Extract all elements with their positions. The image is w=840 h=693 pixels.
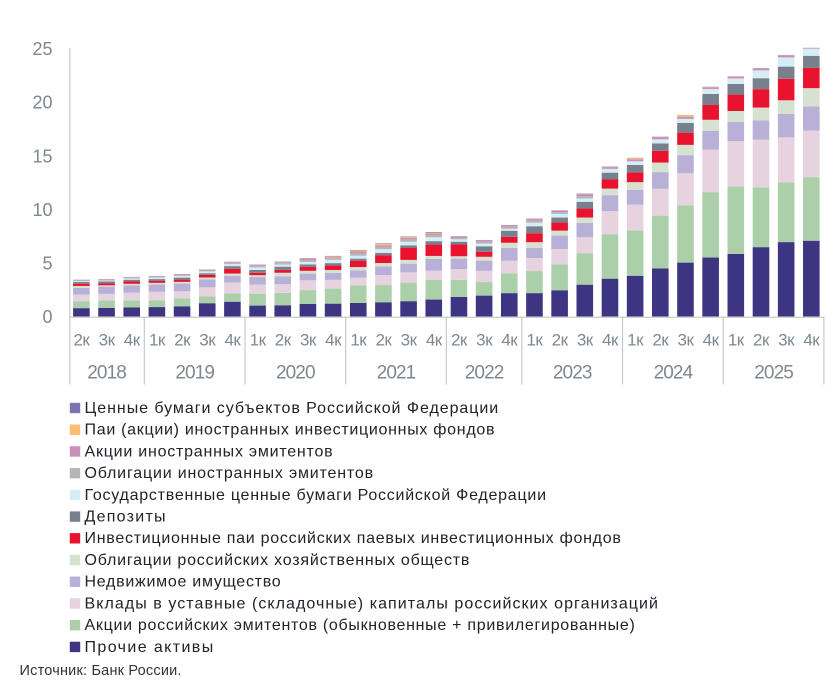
- svg-text:1к: 1к: [728, 330, 745, 349]
- svg-text:Государственные ценные бумаги: Государственные ценные бумаги Российской…: [85, 487, 547, 504]
- svg-text:4к: 4к: [602, 330, 619, 349]
- svg-text:Облигации российских хозяйстве: Облигации российских хозяйственных общес…: [85, 552, 471, 569]
- svg-text:3к: 3к: [99, 330, 116, 349]
- svg-text:Источник: Банк России.: Источник: Банк России.: [20, 663, 182, 679]
- svg-text:1к: 1к: [526, 330, 543, 349]
- svg-text:1к: 1к: [627, 330, 644, 349]
- svg-text:2к: 2к: [652, 330, 669, 349]
- svg-text:Депозиты: Депозиты: [85, 509, 167, 526]
- svg-text:1к: 1к: [149, 330, 166, 349]
- svg-text:Паи (акции) иностранных инвест: Паи (акции) иностранных инвестиционных ф…: [85, 422, 496, 439]
- svg-text:2к: 2к: [73, 330, 90, 349]
- svg-text:2025: 2025: [754, 362, 793, 383]
- svg-text:2022: 2022: [465, 362, 504, 383]
- svg-text:Недвижимое имущество: Недвижимое имущество: [85, 574, 282, 591]
- svg-text:2к: 2к: [753, 330, 770, 349]
- svg-text:15: 15: [32, 146, 52, 166]
- svg-text:2к: 2к: [174, 330, 191, 349]
- svg-text:3к: 3к: [300, 330, 317, 349]
- svg-text:3к: 3к: [678, 330, 695, 349]
- svg-text:3к: 3к: [199, 330, 216, 349]
- svg-text:Прочие активы: Прочие активы: [85, 639, 215, 656]
- svg-text:0: 0: [42, 307, 52, 327]
- svg-text:10: 10: [32, 200, 52, 220]
- svg-text:3к: 3к: [476, 330, 493, 349]
- svg-text:Акции иностранных эмитентов: Акции иностранных эмитентов: [85, 443, 334, 460]
- svg-text:4к: 4к: [501, 330, 518, 349]
- svg-text:3к: 3к: [577, 330, 594, 349]
- svg-text:4к: 4к: [703, 330, 720, 349]
- svg-text:5: 5: [42, 254, 52, 274]
- svg-text:2к: 2к: [275, 330, 292, 349]
- svg-text:Ценные бумаги субъектов Россий: Ценные бумаги субъектов Российской Федер…: [85, 400, 500, 417]
- svg-text:1к: 1к: [250, 330, 267, 349]
- svg-text:20: 20: [32, 93, 52, 113]
- svg-text:3к: 3к: [778, 330, 795, 349]
- svg-text:2к: 2к: [451, 330, 468, 349]
- svg-text:4к: 4к: [426, 330, 443, 349]
- svg-text:Инвестиционные паи российских: Инвестиционные паи российских паевых инв…: [85, 530, 622, 547]
- svg-text:3к: 3к: [401, 330, 418, 349]
- svg-text:2021: 2021: [377, 362, 416, 383]
- svg-text:2023: 2023: [553, 362, 592, 383]
- svg-text:2024: 2024: [654, 362, 694, 383]
- svg-text:4к: 4к: [224, 330, 241, 349]
- svg-text:2к: 2к: [375, 330, 392, 349]
- svg-text:Облигации иностранных эмитенто: Облигации иностранных эмитентов: [85, 465, 374, 482]
- svg-text:2019: 2019: [175, 362, 214, 383]
- svg-text:4к: 4к: [124, 330, 141, 349]
- svg-text:1к: 1к: [350, 330, 367, 349]
- svg-text:4к: 4к: [803, 330, 820, 349]
- svg-text:2к: 2к: [552, 330, 569, 349]
- svg-text:2018: 2018: [87, 362, 126, 383]
- svg-text:25: 25: [32, 39, 52, 59]
- svg-text:Акции российских эмитентов (об: Акции российских эмитентов (обыкновенные…: [85, 617, 636, 634]
- svg-text:4к: 4к: [325, 330, 342, 349]
- svg-text:2020: 2020: [276, 362, 315, 383]
- svg-text:Вклады в уставные (складочные): Вклады в уставные (складочные) капиталы …: [85, 595, 660, 612]
